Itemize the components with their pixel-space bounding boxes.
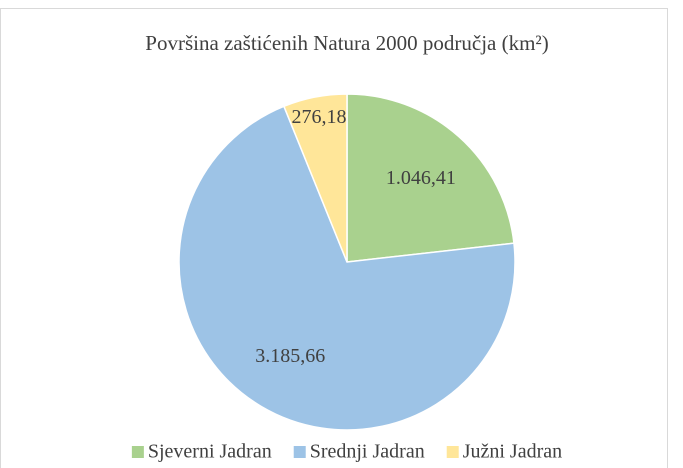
chart-border [0,8,668,468]
legend-label: Sjeverni Jadran [148,441,272,463]
legend-label: Srednji Jadran [310,441,425,463]
data-label: 1.046,41 [386,167,456,189]
pie-slice [282,93,348,263]
legend-label: Južni Jadran [463,441,562,463]
legend-swatch [293,446,306,458]
pie-slice [178,105,516,431]
data-label: 3.185,66 [255,345,325,367]
legend-swatch [131,446,144,458]
data-label: 276,18 [292,106,347,128]
pie-slice [346,93,515,263]
legend-swatch [446,446,459,458]
chart-title: Površina zaštićenih Natura 2000 područja… [145,31,548,55]
